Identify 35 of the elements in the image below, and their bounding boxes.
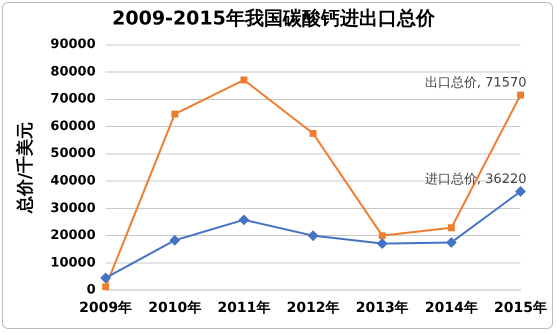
x-tick-label: 2013年 <box>356 300 409 316</box>
y-tick-label: 20000 <box>50 228 96 244</box>
point <box>170 235 180 246</box>
x-tick-label: 2009年 <box>79 300 132 316</box>
data-label: 出口总价, 71570 <box>424 75 527 90</box>
point <box>448 224 455 232</box>
y-tick-label: 0 <box>86 282 96 298</box>
data-label: 进口总价, 36220 <box>424 172 527 187</box>
point <box>240 76 248 84</box>
y-axis-title: 总价/千美元 <box>16 122 36 214</box>
point <box>308 230 318 241</box>
point <box>238 214 249 225</box>
y-tick-label: 50000 <box>50 146 96 162</box>
point <box>310 130 317 137</box>
chart-title: 2009-2015年我国碳酸钙进出口总价 <box>112 7 436 30</box>
x-tick-label: 2014年 <box>424 300 478 316</box>
y-tick-label: 60000 <box>50 118 96 134</box>
point <box>517 92 524 99</box>
x-tick-label: 2010年 <box>148 300 202 316</box>
y-tick-label: 40000 <box>50 174 96 189</box>
x-tick-label: 2011年 <box>217 300 270 316</box>
y-tick-label: 80000 <box>50 64 96 80</box>
y-tick-label: 30000 <box>50 200 96 216</box>
x-tick-label: 2015年 <box>494 300 547 316</box>
y-tick-label: 70000 <box>50 92 96 107</box>
point <box>446 237 456 248</box>
x-tick-label: 2012年 <box>286 300 340 316</box>
point <box>516 186 526 196</box>
point <box>100 272 111 283</box>
point <box>171 110 178 118</box>
y-tick-label: 10000 <box>50 255 96 270</box>
y-tick-label: 90000 <box>50 37 96 52</box>
point <box>102 283 110 290</box>
point <box>378 232 386 240</box>
point <box>377 238 388 249</box>
